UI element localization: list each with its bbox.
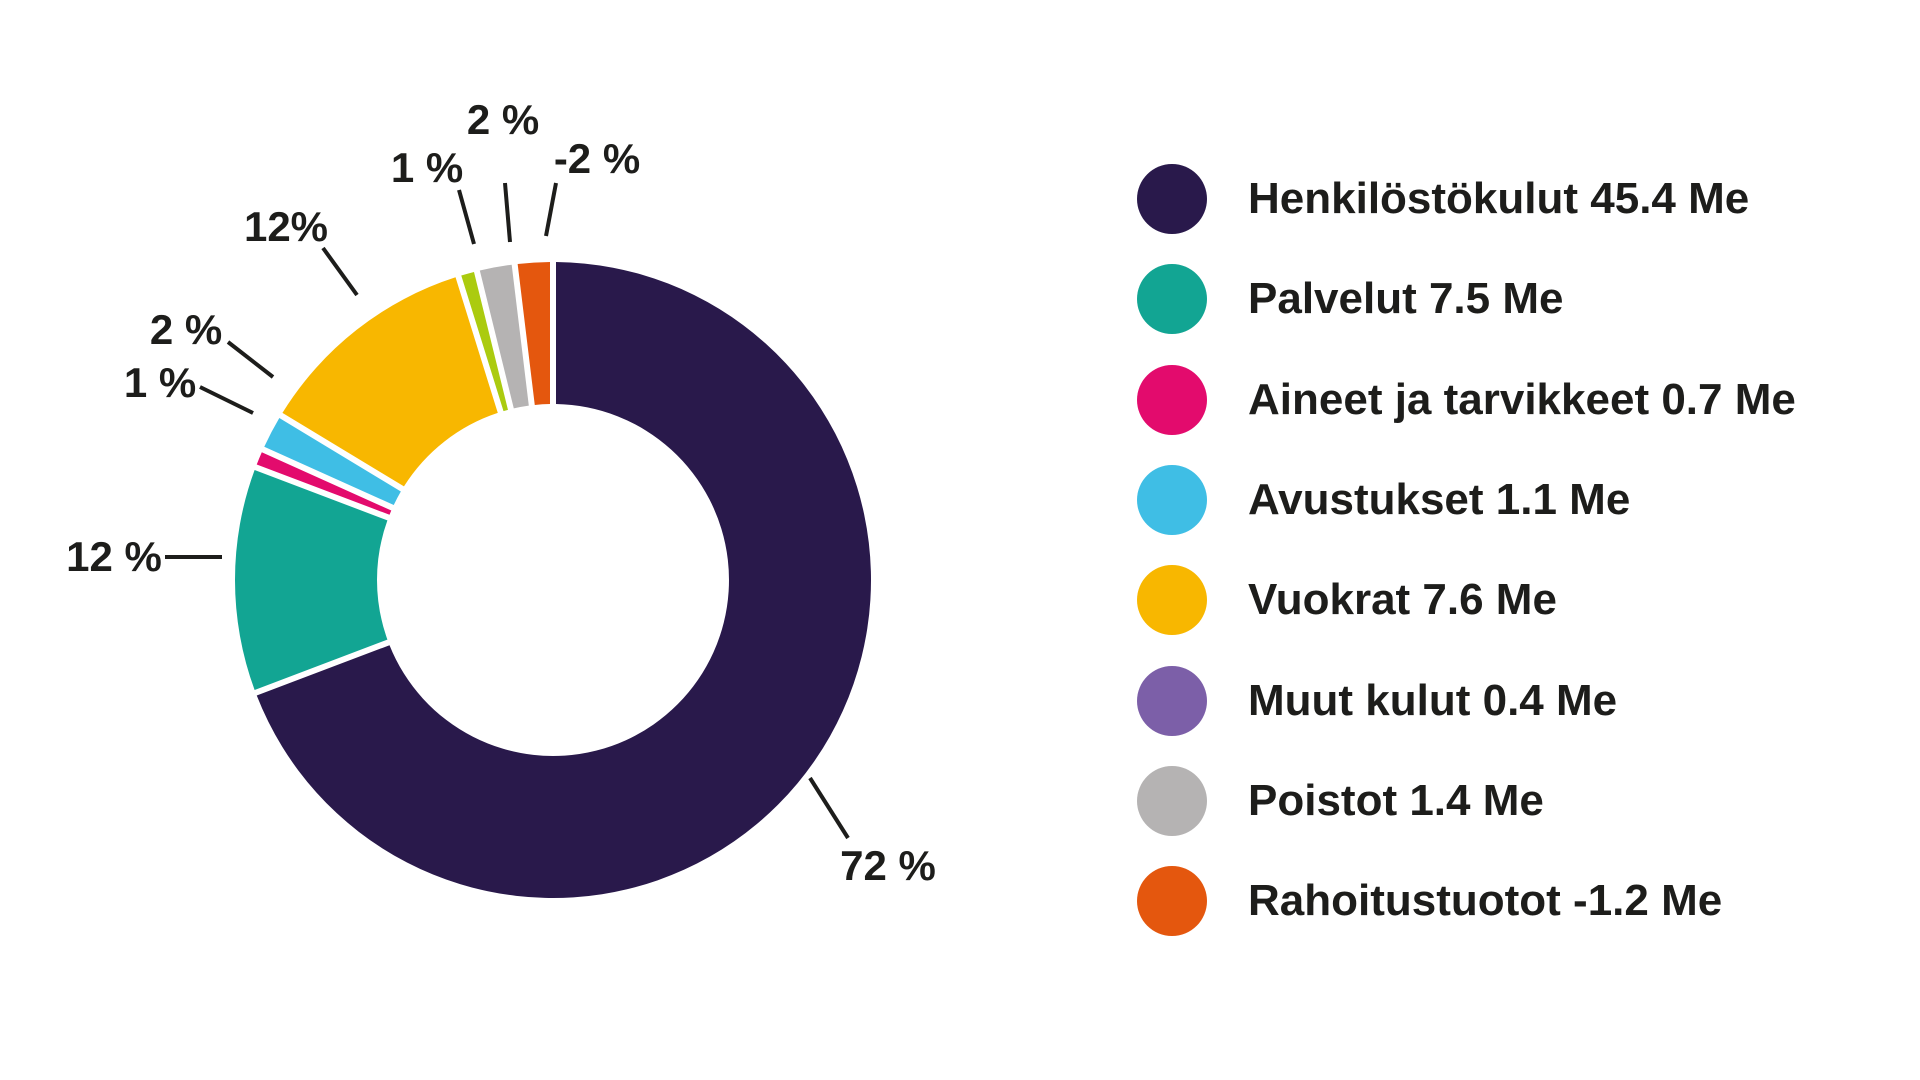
slice-label-avustukset: 2 % (149, 306, 223, 353)
legend-label: Poistot 1.4 Me (1248, 775, 1544, 825)
legend-label: Palvelut 7.5 Me (1248, 274, 1564, 324)
leader-line-poistot (503, 182, 512, 243)
leader-line-muut-kulut (457, 189, 476, 245)
legend: Henkilöstökulut 45.4 Me Palvelut 7.5 Me … (1137, 149, 1796, 951)
legend-item: Poistot 1.4 Me (1137, 751, 1796, 851)
legend-dot-icon (1137, 565, 1207, 636)
leader-line-vuokrat (321, 246, 359, 297)
legend-dot-icon (1137, 866, 1207, 937)
legend-label: Vuokrat 7.6 Me (1248, 575, 1557, 625)
legend-item: Aineet ja tarvikkeet 0.7 Me (1137, 350, 1796, 450)
pie-slice-muut-kulut (461, 271, 508, 412)
leader-line-aineet (199, 385, 254, 415)
leader-lines (165, 182, 850, 840)
legend-item: Palvelut 7.5 Me (1137, 249, 1796, 349)
slice-label-palvelut: 12 % (66, 533, 162, 580)
pie-slice-palvelut (234, 470, 388, 690)
leader-line-henkilostokulut (808, 776, 850, 840)
slice-label-aineet: 1 % (123, 359, 197, 406)
leader-line-rahoitustuotot (544, 182, 558, 237)
legend-dot-icon (1137, 364, 1207, 435)
legend-label: Henkilöstökulut 45.4 Me (1248, 174, 1750, 224)
slice-label-vuokrat: 12% (243, 203, 329, 250)
donut-slices (234, 262, 871, 898)
slice-label-rahoitustuotot: -2 % (553, 135, 641, 182)
pie-slice-aineet-ja-tarvikkeet (256, 452, 392, 515)
legend-label: Avustukset 1.1 Me (1248, 475, 1631, 525)
legend-item: Rahoitustuotot -1.2 Me (1137, 851, 1796, 951)
pie-slice-poistot (479, 264, 529, 409)
pie-slice-avustukset (264, 418, 401, 506)
legend-dot-icon (1137, 465, 1207, 536)
pie-slice-rahoitustuotot (517, 262, 550, 405)
leader-line-avustukset (226, 340, 275, 379)
slice-label-henkilostokulut: 72 % (840, 842, 936, 889)
legend-dot-icon (1137, 264, 1207, 335)
pie-slice-henkil-st-kulut (256, 262, 871, 898)
slice-label-muut-kulut: 1 % (390, 144, 464, 191)
legend-item: Avustukset 1.1 Me (1137, 450, 1796, 550)
legend-item: Vuokrat 7.6 Me (1137, 550, 1796, 650)
legend-dot-icon (1137, 665, 1207, 736)
legend-item: Henkilöstökulut 45.4 Me (1137, 149, 1796, 249)
legend-dot-icon (1137, 164, 1207, 235)
pie-slice-vuokrat (282, 277, 498, 487)
legend-dot-icon (1137, 765, 1207, 836)
legend-item: Muut kulut 0.4 Me (1137, 650, 1796, 750)
legend-label: Rahoitustuotot -1.2 Me (1248, 876, 1723, 926)
slice-label-poistot: 2 % (466, 96, 540, 143)
legend-label: Aineet ja tarvikkeet 0.7 Me (1248, 374, 1796, 424)
legend-label: Muut kulut 0.4 Me (1248, 675, 1618, 725)
